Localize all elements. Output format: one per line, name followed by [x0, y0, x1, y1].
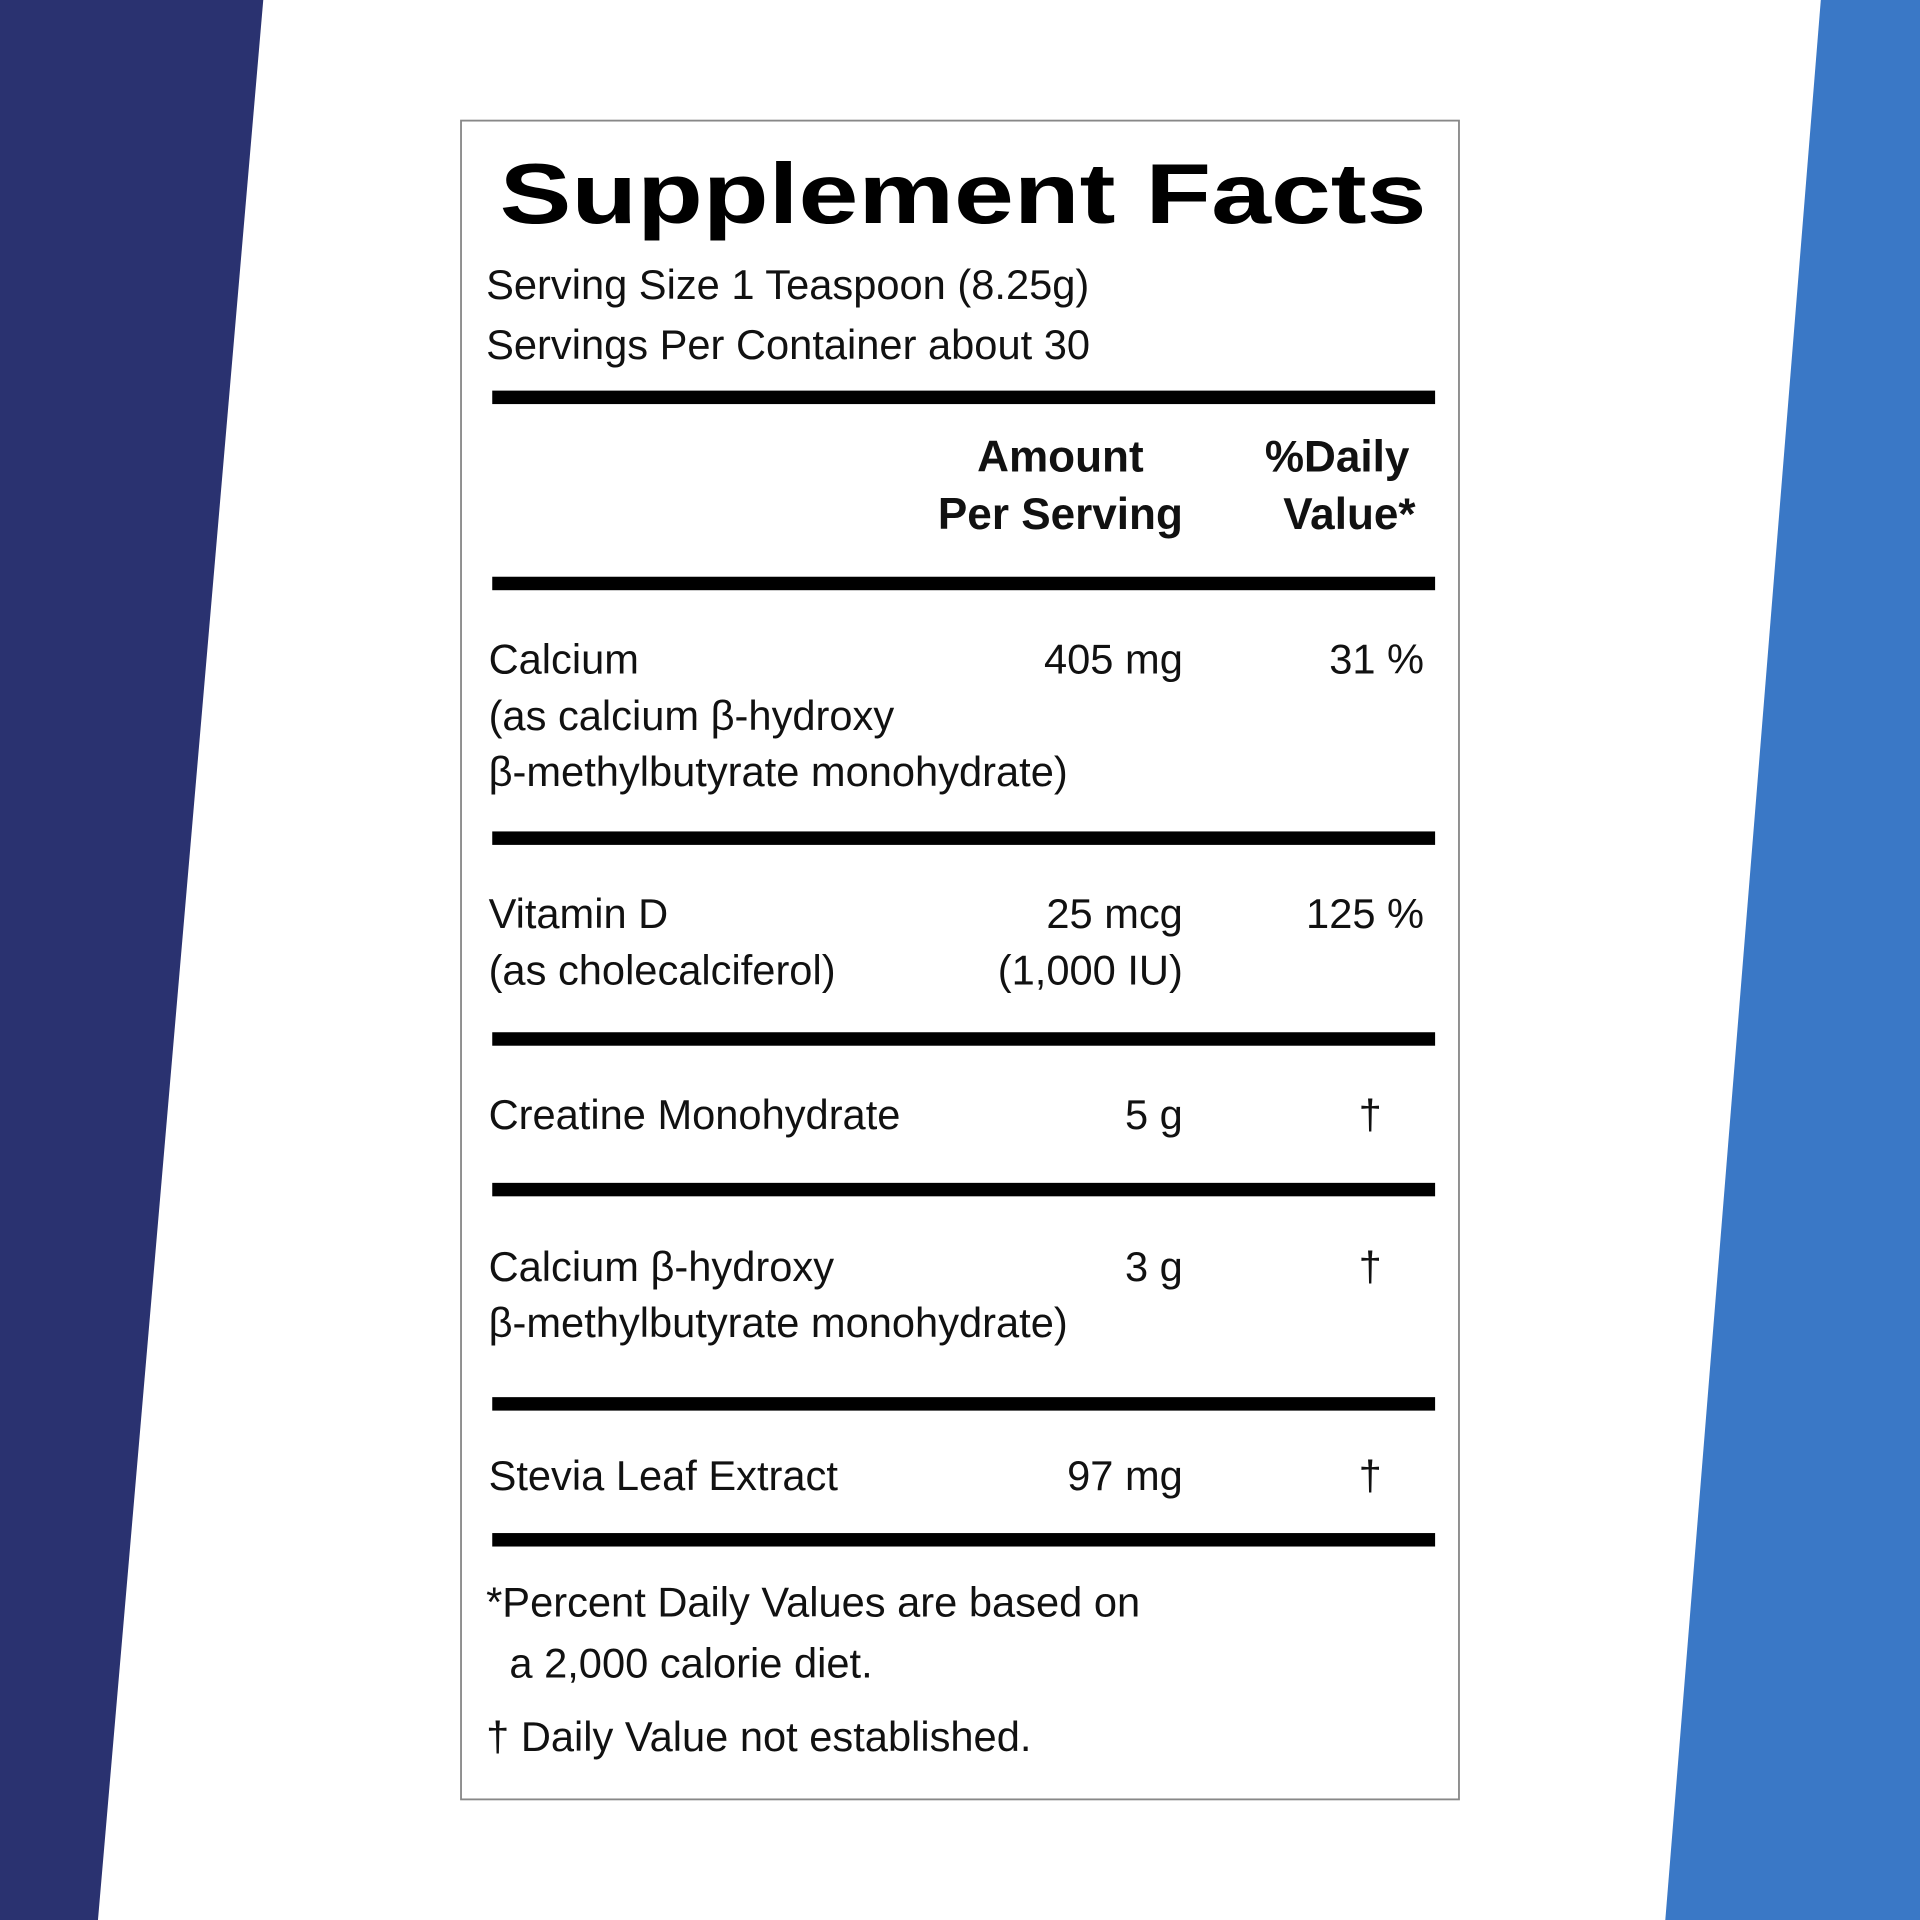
amount: (1,000 IU): [998, 946, 1183, 993]
header-amount: Per Serving: [938, 490, 1183, 539]
daily-value: 31 %: [1329, 635, 1424, 682]
serving-size: Serving Size 1 Teaspoon (8.25g): [486, 261, 1089, 308]
ingredient-name: Creatine Monohydrate: [489, 1091, 901, 1138]
divider: [492, 1533, 1436, 1547]
divider: [492, 1182, 1436, 1197]
ingredient-name: β-methylbutyrate monohydrate): [489, 1299, 1068, 1346]
ingredient-name: Vitamin D: [489, 890, 669, 937]
left-stripe: [0, 0, 264, 1920]
divider: [492, 1032, 1436, 1046]
label-title: Supplement Facts: [500, 146, 1427, 242]
divider: [492, 831, 1436, 845]
footnote: † Daily Value not established.: [486, 1713, 1031, 1760]
divider: [492, 576, 1436, 591]
daily-value: †: [1359, 1091, 1382, 1138]
servings-per-container: Servings Per Container about 30: [486, 321, 1090, 368]
amount: 25 mcg: [1046, 890, 1183, 937]
daily-value: †: [1359, 1243, 1382, 1290]
amount: 5 g: [1125, 1091, 1183, 1138]
amount: 3 g: [1125, 1243, 1183, 1290]
footnote: *Percent Daily Values are based on: [486, 1578, 1140, 1625]
amount: 97 mg: [1067, 1452, 1183, 1499]
divider: [492, 390, 1436, 405]
ingredient-name: Calcium: [489, 635, 639, 682]
ingredient-name: β-methylbutyrate monohydrate): [489, 748, 1068, 795]
ingredient-name: Stevia Leaf Extract: [489, 1452, 839, 1499]
ingredient-name: (as cholecalciferol): [489, 946, 836, 993]
daily-value: †: [1359, 1452, 1382, 1499]
divider: [492, 1397, 1436, 1411]
ingredient-name: (as calcium β-hydroxy: [489, 692, 895, 739]
header-daily-value: Value*: [1283, 490, 1416, 539]
ingredient-name: Calcium β-hydroxy: [489, 1243, 835, 1290]
header-amount: Amount: [977, 432, 1144, 481]
header-daily-value: %Daily: [1265, 432, 1410, 481]
daily-value: 125 %: [1306, 890, 1424, 937]
amount: 405 mg: [1044, 635, 1183, 682]
footnote: a 2,000 calorie diet.: [509, 1640, 872, 1687]
right-stripe: [1665, 0, 1920, 1920]
